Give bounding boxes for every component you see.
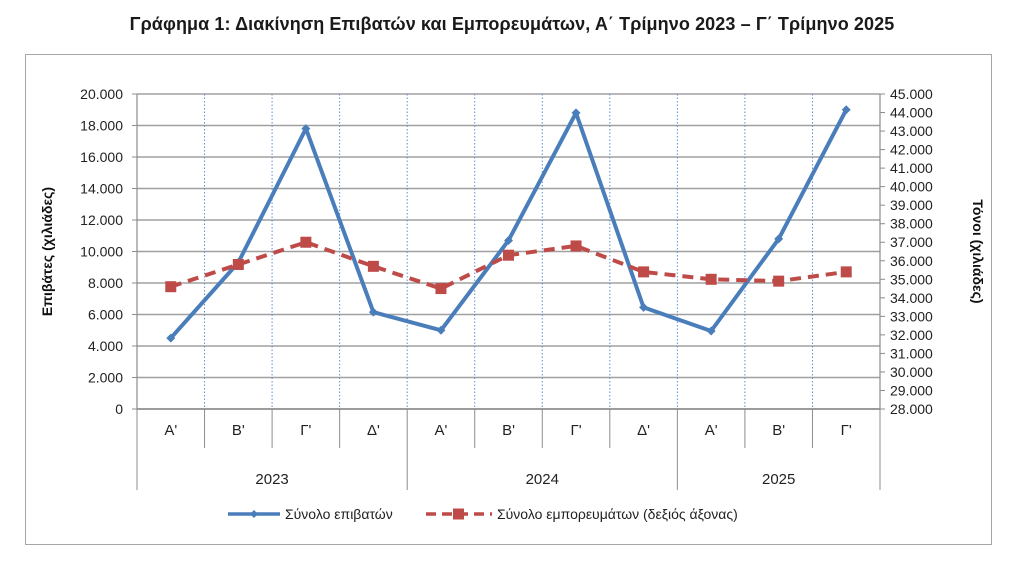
left-tick-label: 12.000 <box>80 212 123 228</box>
square-marker <box>705 273 717 285</box>
category-label: Γ' <box>300 422 311 439</box>
category-label: Α' <box>164 422 177 439</box>
square-marker <box>367 260 379 272</box>
left-tick-label: 8.000 <box>88 275 123 291</box>
diamond-marker <box>774 234 784 244</box>
legend-freight-label: Σύνολο εμπορευμάτων (δεξιός άξονας) <box>497 506 738 522</box>
diamond-marker <box>504 235 513 245</box>
left-tick-label: 20.000 <box>80 86 123 102</box>
right-tick-label: 31.000 <box>890 345 933 361</box>
square-marker <box>773 275 785 287</box>
right-tick-label: 37.000 <box>890 234 933 250</box>
diamond-marker <box>436 325 446 335</box>
right-tick-label: 43.000 <box>890 123 933 139</box>
left-axis-title: Επιβάτες (χιλιάδες) <box>39 187 55 316</box>
left-tick-label: 6.000 <box>88 307 123 323</box>
right-tick-label: 30.000 <box>890 364 933 380</box>
right-tick-label: 29.000 <box>890 382 933 398</box>
legend-square-icon <box>453 508 464 520</box>
right-tick-label: 33.000 <box>890 308 933 324</box>
category-label: Δ' <box>637 422 650 439</box>
square-marker <box>165 281 177 293</box>
square-marker <box>570 240 582 252</box>
left-tick-label: 4.000 <box>88 338 123 354</box>
category-label: Α' <box>705 422 718 439</box>
diamond-marker <box>639 302 649 312</box>
right-tick-label: 42.000 <box>890 142 933 158</box>
category-label: Β' <box>502 422 515 439</box>
category-label: Β' <box>232 422 245 439</box>
right-tick-label: 34.000 <box>890 290 933 306</box>
square-marker <box>503 249 514 261</box>
left-tick-label: 16.000 <box>80 149 123 165</box>
diamond-marker <box>166 333 176 343</box>
square-marker <box>300 236 312 248</box>
right-tick-label: 38.000 <box>890 216 933 232</box>
category-label: Γ' <box>570 422 581 439</box>
axes: 0 2.000 4.000 6.000 8.000 10.000 12.000 14.000 1… <box>39 86 986 490</box>
right-tick-label: 40.000 <box>890 179 933 195</box>
right-tick-label: 32.000 <box>890 327 933 343</box>
right-tick-label: 41.000 <box>890 160 933 176</box>
category-label: Δ' <box>367 422 380 439</box>
legend-passengers-label: Σύνολο επιβατών <box>285 506 393 522</box>
chart-frame <box>25 54 992 545</box>
series-lines <box>165 105 852 343</box>
square-marker <box>638 266 650 278</box>
square-marker <box>232 258 244 270</box>
category-label: Γ' <box>841 422 852 439</box>
left-tick-label: 0 <box>115 401 123 417</box>
left-tick-label: 14.000 <box>80 181 123 197</box>
category-label: Β' <box>772 422 785 439</box>
right-tick-label: 39.000 <box>890 197 933 213</box>
right-axis-title: Τόνοι (χιλιάδες) <box>970 199 986 303</box>
chart-title: Γράφημα 1: Διακίνηση Επιβατών και Εμπορε… <box>129 14 895 34</box>
year-group-label: 2023 <box>255 471 288 488</box>
left-tick-label: 18.000 <box>80 118 123 134</box>
left-tick-label: 10.000 <box>80 244 123 260</box>
left-tick-label: 2.000 <box>88 370 123 386</box>
legend: Σύνολο επιβατών Σύνολο εμπορευμάτων (δεξι… <box>228 506 738 522</box>
legend-diamond-icon <box>250 510 258 518</box>
right-tick-label: 44.000 <box>890 105 933 121</box>
right-tick-label: 28.000 <box>890 401 933 417</box>
square-marker <box>840 266 852 278</box>
year-group-label: 2025 <box>762 471 795 488</box>
diamond-marker <box>571 108 581 118</box>
right-tick-label: 36.000 <box>890 253 933 269</box>
year-group-label: 2024 <box>526 471 559 488</box>
square-marker <box>435 283 447 295</box>
diamond-marker <box>841 105 851 115</box>
gridlines <box>137 93 880 410</box>
diamond-marker <box>368 307 378 317</box>
category-label: Α' <box>435 422 448 439</box>
diamond-marker <box>706 326 716 336</box>
diamond-marker <box>301 124 311 134</box>
right-tick-label: 35.000 <box>890 271 933 287</box>
right-tick-label: 45.000 <box>890 86 933 102</box>
